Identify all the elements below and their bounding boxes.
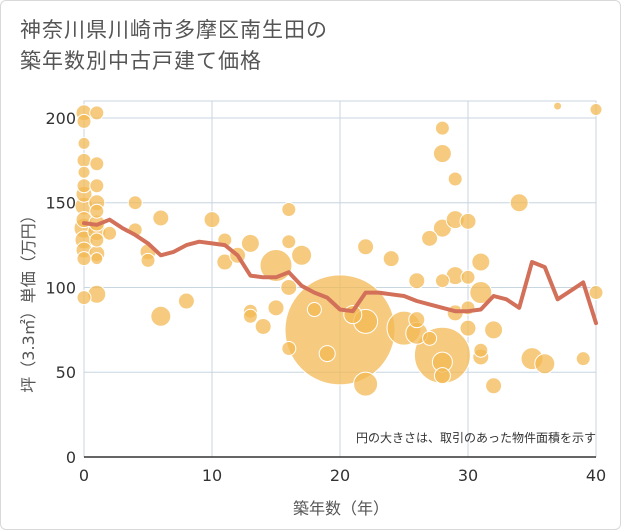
data-bubble [281, 201, 297, 217]
data-bubble [588, 285, 604, 301]
x-tick-label: 40 [586, 466, 606, 485]
data-bubble [432, 144, 452, 164]
data-bubble [433, 367, 451, 385]
data-bubble [242, 308, 258, 324]
data-bubble [77, 165, 91, 179]
data-bubble [434, 273, 450, 289]
data-bubble [421, 229, 439, 247]
data-bubble [408, 272, 426, 290]
data-bubble [575, 351, 591, 367]
data-bubble [434, 120, 450, 136]
data-bubble [281, 341, 297, 357]
data-bubble [534, 353, 556, 375]
data-bubble [382, 250, 400, 268]
data-bubble [408, 311, 426, 329]
data-bubble [589, 102, 603, 116]
data-bubble [291, 244, 313, 266]
data-bubble [152, 209, 170, 227]
data-bubble [447, 171, 463, 187]
data-bubble [89, 203, 105, 219]
chart-title-line-2: 築年数別中古戸建て価格 [20, 49, 262, 73]
data-bubble [76, 113, 92, 129]
x-tick-label: 30 [458, 466, 478, 485]
data-bubble [553, 101, 563, 111]
bubble-size-note: 円の大きさは、取引のあった物件面積を示す [356, 430, 596, 445]
data-bubble [485, 377, 503, 395]
x-axis-label: 築年数（年） [293, 499, 389, 518]
data-bubble [422, 330, 438, 346]
data-bubble [177, 292, 195, 310]
data-bubble [509, 193, 529, 213]
data-bubble [357, 238, 375, 256]
chart-title: 神奈川県川崎市多摩区南生田の 築年数別中古戸建て価格 [20, 15, 328, 77]
data-bubble [254, 317, 272, 335]
data-bubble [76, 178, 92, 194]
y-tick-label: 150 [45, 194, 76, 213]
data-bubble [140, 252, 156, 268]
data-bubble [471, 252, 491, 272]
data-bubble [459, 212, 477, 230]
data-bubble [267, 299, 285, 317]
y-axis-label: 坪（3.3㎡）単価（万円） [19, 207, 38, 392]
x-tick-label: 10 [202, 466, 222, 485]
data-bubble [460, 269, 476, 285]
x-tick-label: 0 [79, 466, 89, 485]
y-tick-label: 0 [66, 448, 76, 467]
data-bubble [469, 281, 493, 305]
data-bubble [76, 290, 92, 306]
data-bubble [89, 156, 105, 172]
data-bubble [484, 320, 504, 340]
data-bubble [240, 233, 260, 253]
data-bubble [459, 319, 477, 337]
data-bubble [89, 178, 105, 194]
x-tick-label: 20 [330, 466, 350, 485]
data-bubble [281, 234, 297, 250]
axis-layer: 0 10 20 30 40 0 50 100 150 200 [45, 109, 606, 485]
data-bubble [102, 225, 118, 241]
data-bubble [76, 152, 92, 168]
data-bubble [89, 232, 105, 248]
data-bubble [280, 278, 298, 296]
average-price-line [82, 217, 598, 326]
data-bubble [127, 195, 143, 211]
data-bubble [353, 371, 379, 397]
data-bubble [89, 105, 105, 121]
chart-title-line-1: 神奈川県川崎市多摩区南生田の [20, 18, 328, 42]
data-bubble [150, 305, 172, 327]
y-tick-label: 100 [45, 278, 76, 297]
y-tick-label: 200 [45, 109, 76, 128]
y-tick-label: 50 [56, 363, 76, 382]
data-bubble [77, 136, 91, 150]
data-bubble [90, 252, 104, 266]
data-bubble [76, 251, 92, 267]
line-layer [82, 217, 598, 326]
data-bubble [306, 302, 322, 318]
bubble-layer [73, 101, 604, 397]
data-bubble [203, 211, 221, 229]
data-bubble [318, 345, 336, 363]
data-bubble [473, 342, 489, 358]
